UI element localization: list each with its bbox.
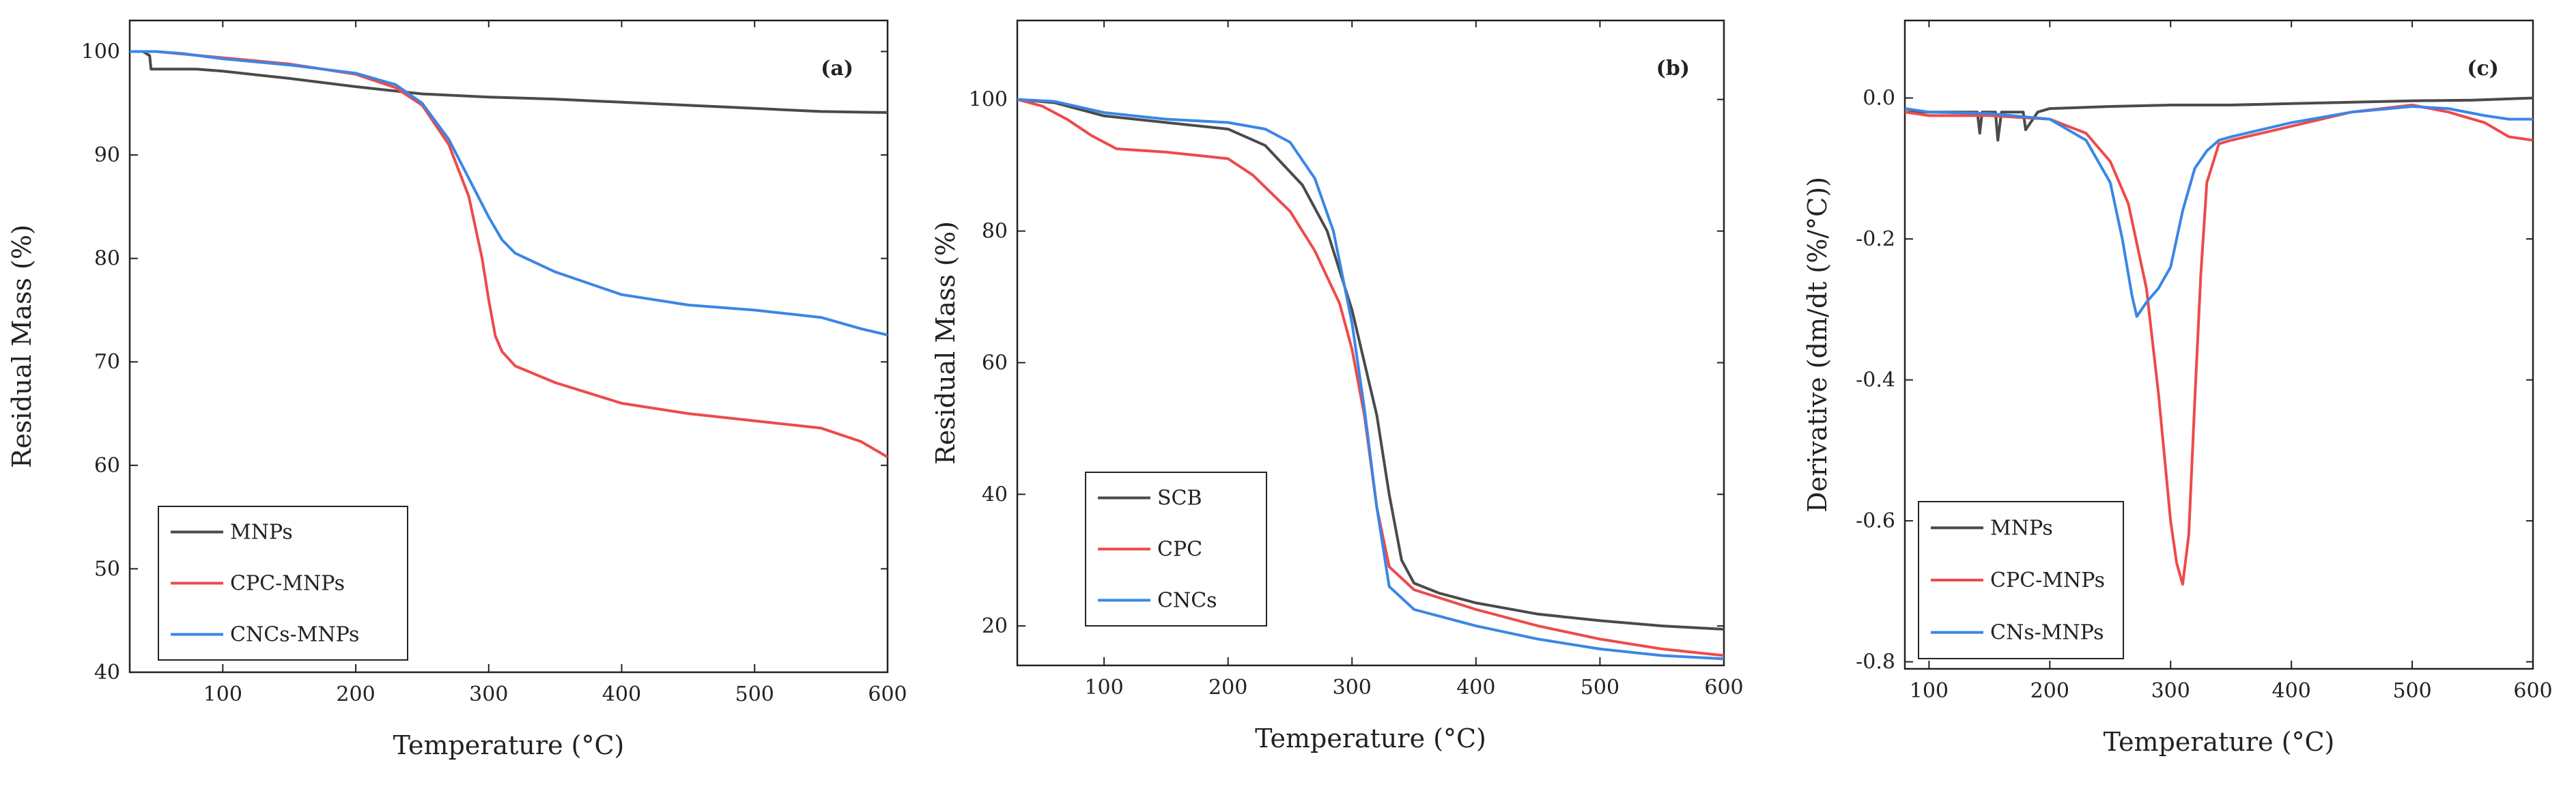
y-tick-label: 100 [969,88,1008,112]
y-axis-label: Derivative (dm/dt (%/°C)) [1802,177,1832,513]
x-tick-label: 600 [868,682,907,706]
y-tick-label: 0.0 [1863,87,1895,111]
series-line-mnps [1905,96,2533,142]
x-tick-label: 400 [602,682,641,706]
series-line-cpc-mnps [130,50,888,459]
chart-title: (b) [1656,57,1690,81]
x-tick-label: 500 [1581,676,1619,700]
x-tick-label: 500 [735,682,774,706]
legend-entry: CNs-MNPs [1990,621,2104,645]
x-tick-label: 300 [2151,679,2190,703]
y-tick-label: 80 [94,247,120,271]
y-tick-label: 90 [94,143,120,167]
legend-entry: CNCs [1157,589,1217,613]
chart-panel-1: 100 200 300 400 500 600 20 40 60 80 100 (b) Temperat… [931,19,1744,753]
x-axis-label: Temperature (°C) [1255,723,1486,753]
chart-panel-2: 100 200 300 400 500 600 0.0 -0.2 -0.4 -0.6 -0.8 (c)… [1802,19,2553,757]
chart-title: (a) [821,57,853,81]
y-tick-label: -0.6 [1856,509,1895,533]
y-tick-label: 100 [81,40,120,63]
x-tick-label: 100 [203,682,242,706]
x-tick-label: 600 [1704,676,1743,700]
x-axis-label: Temperature (°C) [393,730,625,760]
x-tick-label: 400 [2272,679,2311,703]
x-tick-label: 300 [469,682,508,706]
y-tick-label: -0.4 [1856,369,1895,392]
legend-entry: CNCs-MNPs [230,623,359,647]
y-tick-label: 80 [982,220,1008,244]
y-tick-label: 40 [94,661,120,685]
plot-frame [128,19,889,674]
series-line-cpc-mnps [1905,103,2533,586]
x-axis-label: Temperature (°C) [2104,727,2335,757]
legend-entry: CPC [1157,538,1202,562]
y-tick-label: -0.2 [1856,227,1895,251]
x-tick-label: 200 [336,682,375,706]
y-tick-label: 40 [982,483,1008,506]
series-line-scb [1017,98,1724,631]
chart-panel-0: 100 200 300 400 500 600 40 50 60 70 80 90 100 (a) Temp… [7,19,907,760]
y-tick-label: 20 [982,614,1008,638]
plot-frame [1903,19,2534,670]
legend-entry: CPC-MNPs [230,572,345,596]
series-line-cns-mnps [1905,105,2533,318]
series-line-cncs [1017,98,1724,661]
y-tick-label: -0.8 [1856,650,1895,674]
plot-frame [1016,19,1725,667]
x-tick-label: 200 [2030,679,2069,703]
x-tick-label: 500 [2392,679,2431,703]
y-tick-label: 60 [94,454,120,478]
x-tick-label: 100 [1084,676,1123,700]
y-tick-label: 70 [94,350,120,374]
y-axis-label: Residual Mass (%) [931,221,961,465]
x-tick-label: 200 [1208,676,1247,700]
legend-entry: MNPs [230,521,293,545]
legend-entry: CPC-MNPs [1990,569,2105,592]
y-tick-label: 60 [982,351,1008,375]
y-tick-label: 50 [94,557,120,581]
series-line-cncs-mnps [130,50,888,336]
x-tick-label: 100 [1910,679,1949,703]
x-tick-label: 600 [2513,679,2552,703]
chart-title: (c) [2467,57,2499,81]
legend-entry: SCB [1157,487,1202,510]
series-line-cpc [1017,98,1724,657]
series-line-mnps [130,50,888,114]
x-tick-label: 300 [1333,676,1372,700]
legend-entry: MNPs [1990,516,2053,540]
x-tick-label: 400 [1456,676,1495,700]
y-axis-label: Residual Mass (%) [7,225,37,468]
